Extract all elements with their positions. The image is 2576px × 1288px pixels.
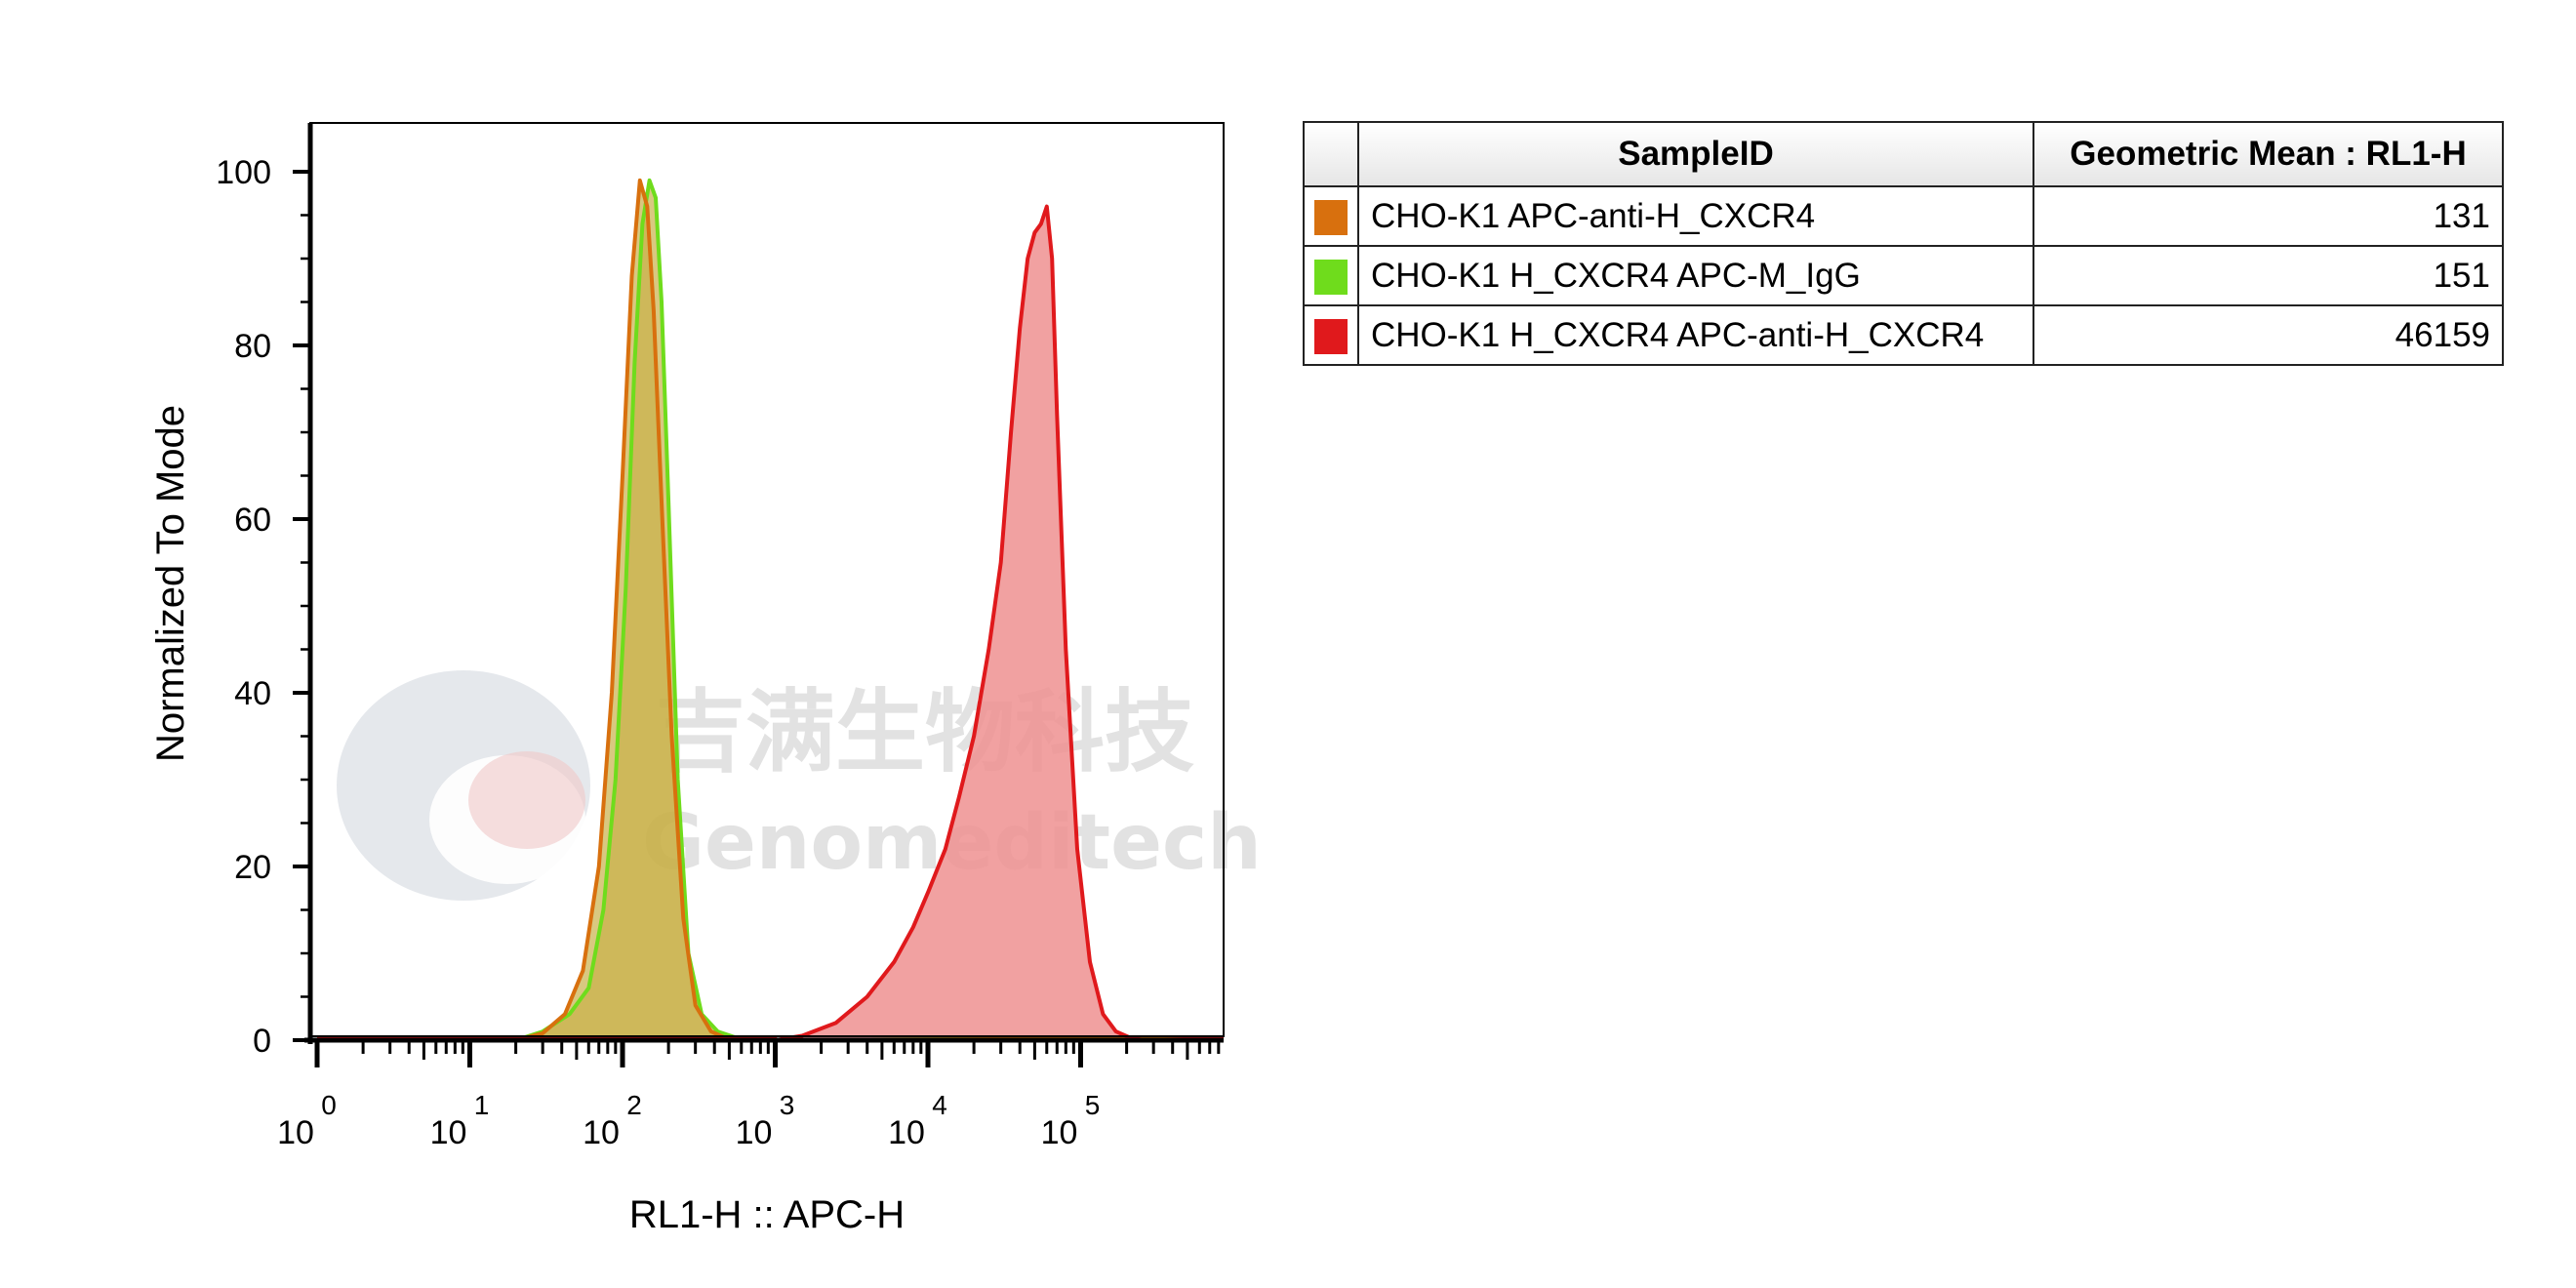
watermark: 吉满生物科技 Genomeditech bbox=[337, 670, 1262, 901]
line-cho-k1-apc-anti-h-cxcr4 bbox=[317, 178, 1225, 1042]
watermark-logo-accent bbox=[468, 751, 585, 849]
x-tick-exponent: 0 bbox=[321, 1090, 337, 1120]
legend-header-swatch bbox=[1303, 121, 1359, 187]
x-tick-label: 10 bbox=[888, 1114, 925, 1151]
x-axis-title: RL1-H :: APC-H bbox=[629, 1193, 905, 1236]
y-tick-label: 60 bbox=[234, 502, 271, 539]
legend-swatch-orange bbox=[1314, 200, 1348, 236]
y-tick-label: 80 bbox=[234, 328, 271, 365]
legend-geometric-mean: 151 bbox=[2033, 245, 2504, 306]
y-tick-label: 20 bbox=[234, 849, 271, 886]
x-tick-label: 10 bbox=[583, 1114, 620, 1151]
area-cho-k1-apc-anti-h-cxcr4 bbox=[515, 180, 742, 1040]
legend-header-geometric-mean: Geometric Mean : RL1-H bbox=[2033, 121, 2504, 187]
y-tick-label: 100 bbox=[216, 154, 271, 191]
x-tick-label: 10 bbox=[736, 1114, 773, 1151]
y-axis-title: Normalized To Mode bbox=[149, 405, 192, 762]
legend-swatch-cell bbox=[1303, 304, 1359, 366]
legend-row: CHO-K1 H_CXCR4 APC-anti-H_CXCR4 46159 bbox=[1303, 304, 2504, 366]
legend-sample-name: CHO-K1 H_CXCR4 APC-M_IgG bbox=[1357, 245, 2034, 306]
x-tick-label: 10 bbox=[430, 1114, 467, 1151]
legend-swatch-cell bbox=[1303, 185, 1359, 247]
legend-swatch-red bbox=[1314, 319, 1348, 355]
legend-header-sample-id: SampleID bbox=[1357, 121, 2034, 187]
x-tick-label: 10 bbox=[1041, 1114, 1078, 1151]
x-tick-exponent: 1 bbox=[474, 1090, 490, 1120]
legend-geometric-mean: 131 bbox=[2033, 185, 2504, 247]
legend-swatch-cell bbox=[1303, 245, 1359, 306]
legend-row: CHO-K1 H_CXCR4 APC-M_IgG 151 bbox=[1303, 245, 2504, 306]
x-tick-exponent: 5 bbox=[1085, 1090, 1101, 1120]
legend-geometric-mean: 46159 bbox=[2033, 304, 2504, 366]
legend-table: SampleID Geometric Mean : RL1-H CHO-K1 A… bbox=[1303, 121, 2504, 366]
histogram-lines bbox=[317, 178, 1225, 1042]
legend-sample-name: CHO-K1 H_CXCR4 APC-anti-H_CXCR4 bbox=[1357, 304, 2034, 366]
line-cho-k1-h-cxcr4-apc-anti-h-cxcr4 bbox=[317, 204, 1225, 1042]
x-tick-label: 10 bbox=[277, 1114, 314, 1151]
histogram-areas bbox=[515, 180, 1145, 1041]
legend-sample-name: CHO-K1 APC-anti-H_CXCR4 bbox=[1357, 185, 2034, 247]
legend-header-row: SampleID Geometric Mean : RL1-H bbox=[1303, 121, 2504, 187]
y-tick-label: 0 bbox=[253, 1023, 271, 1060]
area-cho-k1-h-cxcr4-apc-anti-h-cxcr4 bbox=[775, 206, 1145, 1041]
legend-swatch-green bbox=[1314, 260, 1348, 296]
y-axis-ticks: 0 20 40 60 80 100 bbox=[216, 154, 310, 1060]
legend-row: CHO-K1 APC-anti-H_CXCR4 131 bbox=[1303, 185, 2504, 247]
x-tick-exponent: 3 bbox=[780, 1090, 795, 1120]
watermark-chinese-text: 吉满生物科技 bbox=[656, 680, 1194, 785]
line-cho-k1-h-cxcr4-apc-m-igg bbox=[317, 178, 1225, 1042]
x-tick-exponent: 4 bbox=[932, 1090, 947, 1120]
x-tick-exponent: 2 bbox=[626, 1090, 642, 1120]
y-tick-label: 40 bbox=[234, 675, 271, 712]
